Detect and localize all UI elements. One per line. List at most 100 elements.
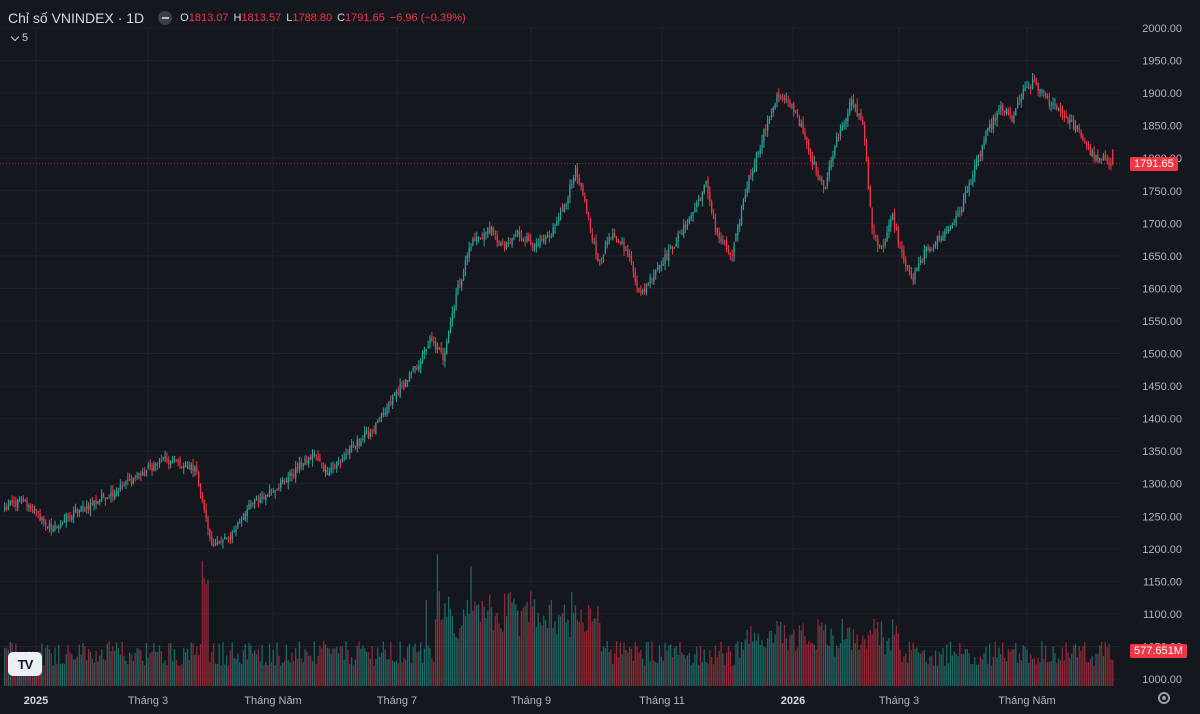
volume-bar <box>748 643 750 686</box>
candle-body <box>360 440 362 447</box>
tradingview-logo[interactable]: TV <box>8 652 42 676</box>
candle-body <box>768 118 771 121</box>
candle-body <box>233 530 235 532</box>
candle-body <box>962 198 965 210</box>
volume-bar <box>998 647 1000 686</box>
candle-body <box>836 136 838 146</box>
candle-body <box>627 250 629 257</box>
indicators-collapse-button[interactable]: 5 <box>8 29 32 47</box>
candle-body <box>910 270 912 278</box>
candle-body <box>356 439 358 448</box>
volume-bar <box>819 626 821 686</box>
volume-bar <box>235 658 237 686</box>
volume-bar <box>490 607 493 686</box>
candle-body <box>250 504 252 506</box>
candle-body <box>683 224 685 235</box>
volume-bar <box>552 628 554 686</box>
volume-bar <box>882 637 884 686</box>
candle-body <box>184 465 187 468</box>
candle-body <box>166 458 168 462</box>
volume-bar <box>449 608 452 686</box>
volume-bar <box>528 621 530 686</box>
volume-bar <box>138 649 140 686</box>
candle-body <box>80 506 82 512</box>
volume-bar <box>369 658 371 686</box>
candle-body <box>237 522 239 528</box>
candle-body <box>636 280 638 287</box>
candle-body <box>386 407 388 415</box>
candle-body <box>593 241 595 243</box>
time-axis[interactable]: 2025 Tháng 3 Tháng Năm Tháng 7 Tháng 9 Tháng … <box>24 695 1056 707</box>
volume-bar <box>817 619 819 686</box>
volume-bar <box>711 657 713 686</box>
volume-bar <box>668 645 670 686</box>
hide-series-icon[interactable] <box>158 11 173 25</box>
last-volume-badge: 577.651M <box>1130 644 1187 658</box>
candle-body <box>837 136 840 138</box>
candle-body <box>819 177 821 179</box>
volume-bar <box>942 647 944 686</box>
volume-bar <box>496 612 498 686</box>
volume-bar <box>992 656 995 686</box>
volume-bar <box>655 662 657 686</box>
volume-bar <box>362 645 364 686</box>
candle-body <box>1035 81 1037 85</box>
volume-bar <box>608 651 610 686</box>
candle-body <box>951 224 954 228</box>
candle-body <box>684 224 687 229</box>
volume-bar <box>535 626 537 686</box>
volume-bar <box>895 625 898 686</box>
volume-bar <box>793 629 795 686</box>
candle-body <box>666 253 668 259</box>
volume-bar <box>709 650 711 686</box>
volume-bar <box>1020 660 1023 686</box>
volume-bar <box>811 643 814 686</box>
candle-body <box>578 178 580 184</box>
symbol-title[interactable]: Chỉ số VNINDEX · 1D <box>8 10 145 26</box>
volume-bar <box>938 651 940 686</box>
volume-bar <box>770 630 773 686</box>
volume-bar <box>459 627 461 686</box>
volume-bar <box>326 647 329 686</box>
volume-bar <box>804 635 806 686</box>
volume-bar <box>589 608 592 686</box>
volume-bar <box>953 651 955 686</box>
candle-body <box>1002 104 1004 111</box>
gear-icon[interactable] <box>1158 692 1170 704</box>
volume-bar <box>1078 645 1080 686</box>
volume-bar <box>328 648 330 686</box>
price-candles <box>4 73 1114 549</box>
candle-body <box>446 341 448 354</box>
volume-bar <box>446 616 448 686</box>
volume-bar <box>276 642 278 686</box>
candle-body <box>240 519 243 523</box>
volume-bar <box>399 641 401 686</box>
volume-bar <box>981 659 983 686</box>
volume-bar <box>160 651 163 686</box>
candle-body <box>992 117 995 130</box>
candle-body <box>242 517 245 519</box>
candle-body <box>813 161 815 165</box>
volume-bar <box>677 655 679 686</box>
volume-bar <box>798 625 801 686</box>
candle-body <box>752 171 754 176</box>
candle-body <box>364 432 366 438</box>
candle-body <box>459 283 461 285</box>
volume-bar <box>903 656 905 686</box>
volume-bar <box>199 643 202 686</box>
price-axis[interactable]: 1000.001050.001100.001150.001200.001250.… <box>1142 23 1182 686</box>
volume-bar <box>54 647 56 686</box>
candle-body <box>142 472 144 476</box>
y-tick-label: 1750.00 <box>1142 186 1182 198</box>
candle-body <box>791 104 793 106</box>
volume-bar <box>645 642 648 686</box>
candle-body <box>873 230 875 234</box>
candle-body <box>377 420 379 423</box>
volume-bar <box>787 650 789 686</box>
volume-bar <box>630 648 633 686</box>
candle-body <box>524 240 526 242</box>
candle-body <box>283 480 286 482</box>
candle-body <box>212 544 215 546</box>
volume-bar <box>735 643 737 686</box>
